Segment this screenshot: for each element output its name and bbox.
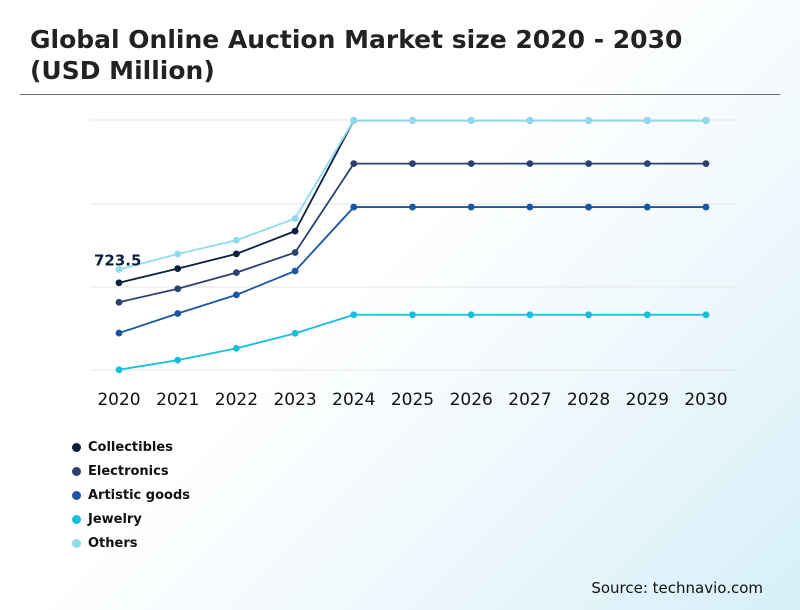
legend-item-collectibles: Collectibles — [72, 435, 190, 459]
legend-marker — [72, 538, 81, 548]
point-others — [526, 117, 534, 124]
point-artistic-goods — [526, 203, 534, 211]
x-tick-label: 2021 — [156, 390, 199, 410]
point-others — [409, 117, 416, 124]
x-tick-label: 2020 — [97, 390, 140, 410]
legend-marker — [72, 514, 81, 524]
point-jewelry — [174, 356, 182, 364]
point-collectibles — [291, 227, 299, 235]
point-jewelry — [233, 344, 240, 352]
point-jewelry — [350, 311, 358, 319]
point-artistic-goods — [643, 203, 651, 211]
point-jewelry — [526, 311, 534, 319]
series-line-collectibles — [118, 119, 706, 284]
x-tick-label: 2028 — [567, 390, 610, 410]
point-others — [585, 117, 592, 124]
point-jewelry — [115, 366, 123, 374]
point-electronics — [233, 269, 240, 277]
x-tick-label: 2023 — [273, 390, 316, 410]
series-line-jewelry — [118, 313, 706, 371]
point-artistic-goods — [702, 203, 710, 211]
point-artistic-goods — [291, 267, 299, 275]
source-note: Source: technavio.com — [591, 579, 763, 597]
point-others — [174, 250, 182, 258]
legend-label: Collectibles — [88, 439, 173, 455]
point-electronics — [467, 160, 475, 168]
data-label: 723.5 — [94, 252, 141, 270]
point-artistic-goods — [467, 203, 475, 211]
point-others — [350, 117, 358, 124]
legend-item-electronics: Electronics — [72, 459, 190, 483]
legend-marker — [72, 442, 81, 452]
point-electronics — [174, 285, 182, 293]
point-artistic-goods — [233, 291, 240, 299]
point-others — [467, 117, 475, 124]
legend-marker — [72, 490, 81, 500]
point-others — [291, 215, 299, 222]
x-tick-label: 2027 — [508, 390, 551, 410]
legend-label: Others — [88, 535, 138, 551]
point-artistic-goods — [350, 203, 358, 211]
chart-legend: Collectibles Electronics Artistic goods Jew… — [72, 435, 190, 555]
legend-item-jewelry: Jewelry — [72, 507, 190, 531]
point-collectibles — [174, 265, 182, 273]
point-others — [643, 117, 651, 124]
point-jewelry — [702, 311, 710, 319]
point-electronics — [585, 160, 592, 168]
title-divider — [20, 94, 780, 95]
point-collectibles — [115, 279, 123, 287]
legend-marker — [72, 466, 81, 476]
x-tick-label: 2029 — [626, 390, 669, 410]
point-collectibles — [233, 250, 240, 258]
x-tick-label: 2026 — [450, 390, 493, 410]
legend-label: Artistic goods — [88, 487, 190, 503]
legend-item-others: Others — [72, 531, 190, 555]
point-electronics — [526, 160, 534, 168]
x-tick-label: 2025 — [391, 390, 434, 410]
legend-label: Jewelry — [88, 511, 142, 527]
point-artistic-goods — [174, 310, 182, 317]
point-jewelry — [467, 311, 475, 319]
point-electronics — [643, 160, 651, 168]
point-jewelry — [643, 311, 651, 319]
point-electronics — [409, 160, 416, 168]
point-jewelry — [409, 311, 416, 319]
point-electronics — [350, 160, 358, 168]
x-tick-label: 2030 — [684, 390, 727, 410]
point-jewelry — [585, 311, 592, 319]
point-others — [115, 266, 123, 273]
legend-label: Electronics — [88, 463, 169, 479]
chart-title: Global Online Auction Market size 2020 -… — [30, 25, 683, 85]
point-electronics — [702, 160, 710, 168]
series-line-others — [118, 119, 706, 271]
legend-item-artistic-goods: Artistic goods — [72, 483, 190, 507]
point-electronics — [291, 249, 299, 256]
point-jewelry — [291, 329, 299, 337]
point-electronics — [115, 298, 123, 306]
point-others — [233, 236, 240, 244]
x-tick-label: 2024 — [332, 390, 375, 410]
point-artistic-goods — [585, 203, 592, 211]
x-tick-label: 2022 — [215, 390, 258, 410]
point-others — [702, 117, 710, 124]
point-artistic-goods — [409, 203, 416, 211]
point-artistic-goods — [115, 329, 123, 337]
series-line-electronics — [118, 162, 706, 304]
